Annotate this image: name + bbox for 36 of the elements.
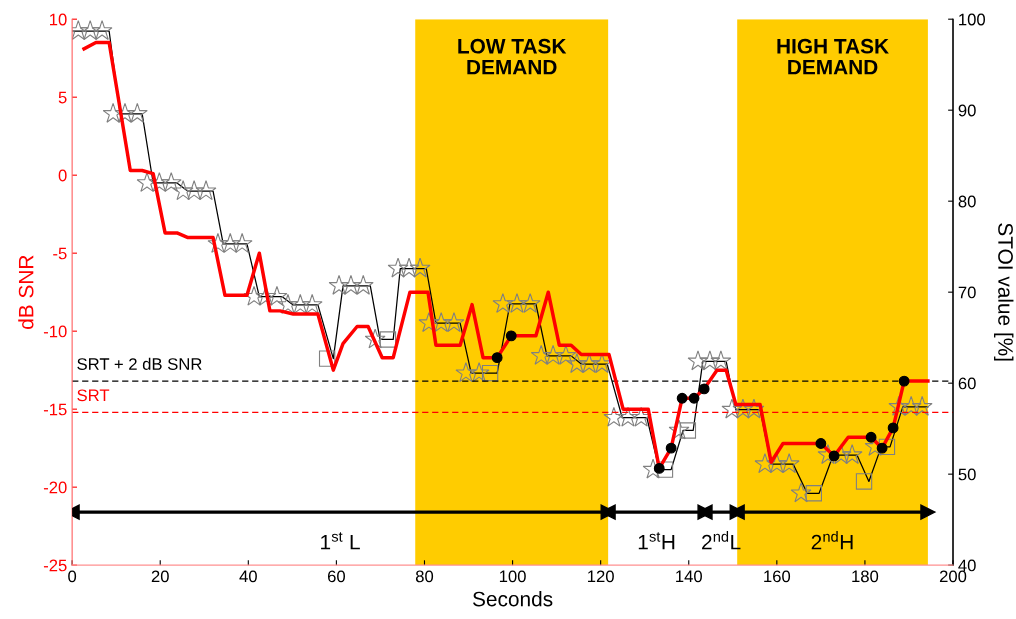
x-tick-label: 100 [499,570,526,583]
y-tick-label: -25 [43,559,67,572]
ref-line-label: SRT [77,389,110,402]
x-tick-label: 20 [151,570,169,583]
series-label: 1$^{st}$ L [321,532,360,550]
y2-tick-label: 90 [958,104,976,117]
x-tick-label: 120 [588,570,614,583]
x-tick-label: 0 [68,570,77,583]
y2-tick-label: 70 [958,286,976,299]
y-tick-label: 10 [50,13,67,26]
x-tick-label: 160 [764,570,791,583]
y-axis-title: dB SNR [18,255,34,329]
x-tick-label: 40 [239,570,257,583]
y2-tick-label: 40 [958,559,976,572]
band-label: HIGH TASK DEMAND [777,38,889,75]
y2-tick-label: 50 [958,468,976,481]
y2-axis-title: STOI value [%] [994,223,1014,361]
y-tick-label: -15 [43,403,67,416]
ref-line-label: SRT + 2 dB SNR [77,357,202,370]
x-tick-label: 80 [415,570,434,583]
y-tick-label: 5 [58,91,67,104]
y2-tick-label: 80 [958,195,976,208]
y-tick-label: -20 [43,481,67,494]
series-label: 1$^{st}$H [638,532,675,550]
x-tick-label: 60 [327,570,346,583]
y-tick-label: -5 [53,247,67,260]
x-axis-title: Seconds [472,591,553,607]
y-tick-label: 0 [58,169,67,182]
y2-tick-label: 100 [959,13,986,26]
x-tick-label: 180 [852,570,879,583]
x-tick-label: 200 [939,570,967,583]
band-label: LOW TASK DEMAND [458,38,567,75]
series-label: 2$^{nd}$H [811,531,853,550]
x-tick-label: 140 [676,570,702,583]
y-tick-label: -10 [43,325,67,338]
y2-tick-label: 60 [958,377,976,390]
